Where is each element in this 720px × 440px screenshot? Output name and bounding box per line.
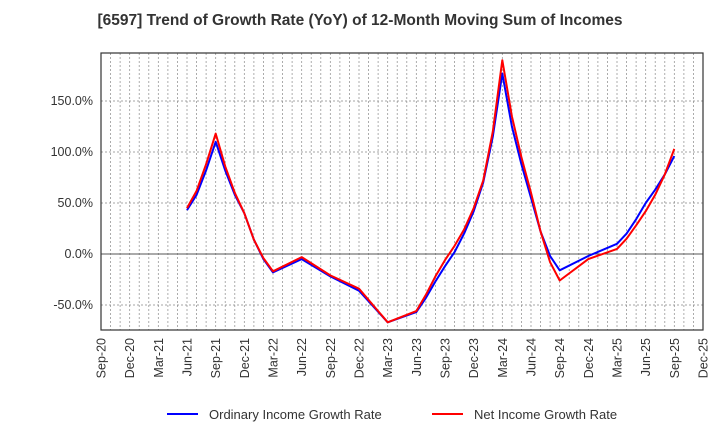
legend: Ordinary Income Growth Rate Net Income Gr… (167, 407, 617, 422)
y-tick-label: -50.0% (53, 298, 93, 312)
x-tick-label: Dec-22 (353, 338, 367, 378)
series-line-net-income (186, 59, 676, 324)
x-tick-label: Mar-22 (267, 338, 281, 378)
x-tick-label: Dec-25 (697, 338, 711, 378)
x-tick-label: Sep-24 (553, 338, 567, 378)
x-tick-label: Sep-20 (95, 338, 109, 378)
legend-label-net-income: Net Income Growth Rate (474, 407, 617, 422)
x-tick-label: Mar-25 (611, 338, 625, 378)
x-tick-label: Mar-23 (381, 338, 395, 378)
x-tick-label: Sep-25 (668, 338, 682, 378)
x-tick-label: Mar-24 (496, 338, 510, 378)
x-tick-label: Sep-21 (209, 338, 223, 378)
x-tick-label: Dec-23 (467, 338, 481, 378)
series-lines (186, 59, 676, 324)
y-tick-label: 0.0% (65, 247, 94, 261)
x-tick-label: Jun-24 (525, 338, 539, 376)
chart-title: [6597] Trend of Growth Rate (YoY) of 12-… (97, 12, 623, 29)
y-axis: 150.0% 100.0% 50.0% 0.0% -50.0% (51, 94, 93, 312)
x-tick-label: Jun-22 (295, 338, 309, 376)
x-axis: Sep-20 Dec-20 Mar-21 Jun-21 Sep-21 Dec-21 Mar-… (95, 338, 711, 378)
x-tick-label: Sep-23 (439, 338, 453, 378)
x-tick-label: Dec-20 (123, 338, 137, 378)
legend-label-ordinary-income: Ordinary Income Growth Rate (209, 407, 382, 422)
grid-lines (101, 53, 703, 330)
x-tick-label: Jun-21 (181, 338, 195, 376)
x-tick-label: Dec-24 (582, 338, 596, 378)
x-tick-label: Mar-21 (152, 338, 166, 378)
y-tick-label: 100.0% (51, 145, 93, 159)
y-tick-label: 50.0% (58, 196, 93, 210)
y-tick-label: 150.0% (51, 94, 93, 108)
x-tick-label: Jun-25 (639, 338, 653, 376)
x-tick-label: Dec-21 (238, 338, 252, 378)
x-tick-label: Jun-23 (410, 338, 424, 376)
x-tick-label: Sep-22 (324, 338, 338, 378)
plot-frame (100, 52, 704, 331)
